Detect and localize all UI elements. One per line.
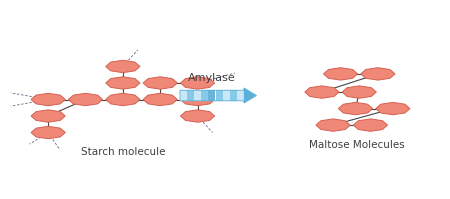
Polygon shape xyxy=(31,93,65,106)
Bar xyxy=(237,90,244,101)
Polygon shape xyxy=(244,88,256,103)
Polygon shape xyxy=(31,126,65,139)
Polygon shape xyxy=(143,93,177,106)
Bar xyxy=(180,90,187,101)
Polygon shape xyxy=(180,77,215,89)
Polygon shape xyxy=(180,110,215,122)
Bar xyxy=(230,90,237,101)
Polygon shape xyxy=(305,86,339,98)
Text: Starch molecule: Starch molecule xyxy=(81,147,165,157)
Bar xyxy=(187,90,194,101)
Polygon shape xyxy=(68,93,103,106)
Polygon shape xyxy=(316,119,350,131)
Polygon shape xyxy=(376,102,410,115)
Bar xyxy=(194,90,201,101)
Polygon shape xyxy=(338,102,373,115)
Polygon shape xyxy=(342,86,376,98)
Polygon shape xyxy=(353,119,387,131)
Bar xyxy=(216,90,223,101)
Polygon shape xyxy=(143,77,177,89)
Text: Amylase: Amylase xyxy=(188,73,235,83)
Text: Maltose Molecules: Maltose Molecules xyxy=(310,140,405,150)
Polygon shape xyxy=(106,77,140,89)
Bar xyxy=(208,90,216,101)
Polygon shape xyxy=(31,110,65,122)
Polygon shape xyxy=(361,68,395,80)
Polygon shape xyxy=(106,60,140,73)
Polygon shape xyxy=(324,68,358,80)
Polygon shape xyxy=(106,93,140,106)
Polygon shape xyxy=(180,93,215,106)
Bar xyxy=(201,90,208,101)
Bar xyxy=(223,90,230,101)
